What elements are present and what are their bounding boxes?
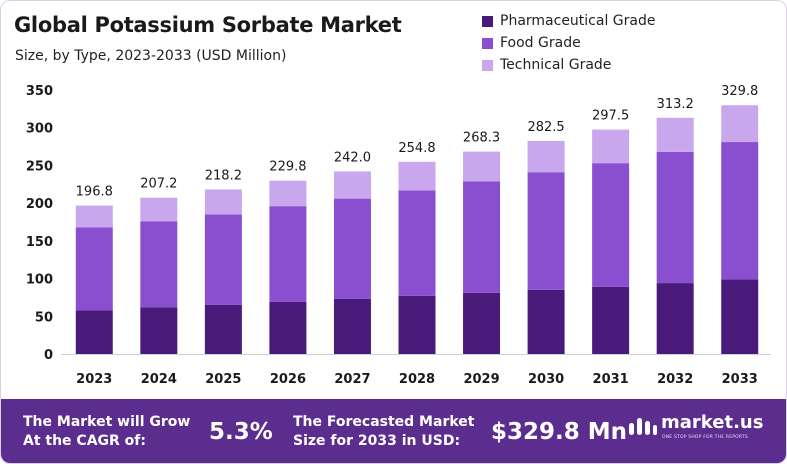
bar-total-label: 196.8	[76, 185, 113, 200]
bar-segment-food	[204, 214, 242, 305]
bar-segment-food	[398, 190, 436, 296]
bar-segment-pharmaceutical	[527, 289, 565, 354]
cagr-caption-line2: At the CAGR of:	[23, 433, 146, 449]
x-tick-label: 2028	[399, 372, 435, 387]
chart-title: Global Potassium Sorbate Market	[14, 13, 402, 37]
bar-segment-pharmaceutical	[140, 307, 178, 354]
forecast-caption: The Forecasted Market Size for 2033 in U…	[293, 413, 474, 451]
summary-footer: The Market will Grow At the CAGR of: 5.3…	[1, 399, 786, 463]
bar-segment-technical	[721, 105, 759, 143]
bar-segment-food	[75, 227, 113, 311]
cagr-caption: The Market will Grow At the CAGR of:	[23, 413, 190, 451]
stacked-bar-chart: 0 50 100 150 200 250 300 350 196.8 2023 207.2 2024 2…	[26, 84, 771, 387]
bar-total-label: 297.5	[592, 109, 629, 124]
forecast-caption-line1: The Forecasted Market	[293, 414, 475, 430]
bar-segment-technical	[140, 197, 178, 222]
bar-segment-pharmaceutical	[75, 310, 113, 354]
x-tick-label: 2029	[463, 372, 499, 387]
bar-segment-technical	[204, 189, 242, 215]
x-tick-label: 2026	[270, 372, 306, 387]
x-tick-label: 2027	[334, 372, 370, 387]
brand-tagline: ONE STOP SHOP FOR THE REPORTS	[662, 435, 748, 440]
bar-segment-technical	[592, 129, 630, 164]
bar-segment-technical	[75, 205, 113, 228]
y-tick-label: 0	[44, 348, 53, 363]
bar-total-label: 242.0	[334, 150, 371, 165]
bar-segment-technical	[656, 117, 694, 152]
bar-segment-technical	[398, 161, 436, 191]
y-tick-label: 250	[26, 159, 53, 174]
y-tick-label: 200	[26, 197, 53, 212]
bar-segment-pharmaceutical	[333, 298, 371, 354]
bar-segment-technical	[463, 151, 501, 182]
x-tick-label: 2032	[657, 372, 693, 387]
bar-segment-pharmaceutical	[269, 301, 307, 354]
legend-item-pharmaceutical: Pharmaceutical Grade	[482, 10, 655, 32]
bar-segment-technical	[269, 180, 307, 207]
bar-total-label: 207.2	[140, 177, 177, 192]
chart-legend: Pharmaceutical Grade Food Grade Technica…	[482, 10, 655, 76]
bar-segment-pharmaceutical	[592, 286, 630, 354]
legend-label: Pharmaceutical Grade	[500, 13, 656, 29]
bar-total-label: 313.2	[657, 97, 694, 112]
market-us-logo-icon	[629, 418, 657, 435]
brand-name: market.us	[661, 412, 764, 433]
legend-label: Technical Grade	[500, 57, 612, 73]
legend-label: Food Grade	[500, 35, 581, 51]
bar-segment-food	[721, 142, 759, 280]
forecast-value: $329.8 Mn	[491, 419, 628, 445]
bar-segment-food	[463, 181, 501, 293]
bar-total-label: 282.5	[527, 120, 564, 135]
bar-segment-pharmaceutical	[204, 304, 242, 354]
bar-segment-pharmaceutical	[721, 279, 759, 354]
x-tick-label: 2031	[593, 372, 629, 387]
bar-segment-technical	[333, 171, 371, 199]
cagr-value: 5.3%	[209, 419, 273, 445]
bar-segment-food	[592, 163, 630, 287]
y-tick-label: 150	[26, 235, 53, 250]
x-tick-label: 2025	[205, 372, 241, 387]
y-tick-label: 100	[26, 273, 53, 288]
chart-subtitle: Size, by Type, 2023-2033 (USD Million)	[15, 48, 287, 64]
bar-segment-pharmaceutical	[463, 292, 501, 354]
bar-total-label: 218.2	[205, 168, 242, 183]
legend-swatch	[482, 15, 493, 27]
y-tick-label: 350	[26, 84, 53, 99]
bar-segment-food	[656, 151, 694, 284]
bar-segment-technical	[527, 140, 565, 173]
x-tick-label: 2030	[528, 372, 564, 387]
bar-segment-food	[140, 221, 178, 308]
forecast-caption-line2: Size for 2033 in USD:	[293, 433, 461, 449]
x-tick-label: 2024	[141, 372, 177, 387]
bar-segment-pharmaceutical	[656, 283, 694, 354]
bar-total-label: 229.8	[269, 160, 306, 175]
legend-swatch	[482, 37, 493, 49]
x-tick-label: 2023	[76, 372, 112, 387]
y-tick-label: 300	[26, 122, 53, 137]
legend-item-technical: Technical Grade	[482, 54, 655, 76]
bar-total-label: 268.3	[463, 131, 500, 146]
bar-total-label: 329.8	[721, 84, 758, 99]
bar-segment-pharmaceutical	[398, 295, 436, 354]
legend-item-food: Food Grade	[482, 32, 655, 54]
bar-total-label: 254.8	[398, 141, 435, 156]
x-tick-label: 2033	[722, 372, 758, 387]
y-tick-label: 50	[35, 310, 53, 325]
cagr-caption-line1: The Market will Grow	[23, 414, 191, 430]
bar-segment-food	[333, 198, 371, 299]
bar-segment-food	[269, 206, 307, 302]
bar-segment-food	[527, 172, 565, 290]
legend-swatch	[482, 59, 493, 71]
